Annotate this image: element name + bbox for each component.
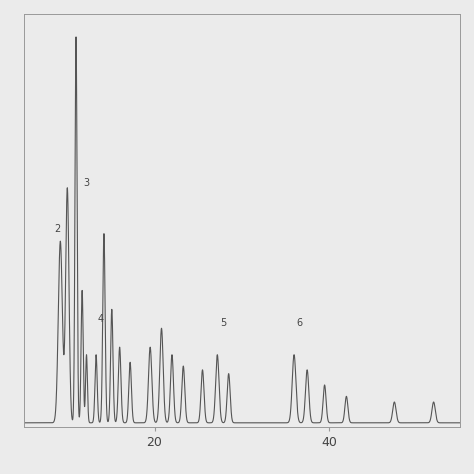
Text: 4: 4	[98, 314, 104, 324]
Text: 5: 5	[220, 318, 226, 328]
Text: 3: 3	[83, 178, 89, 188]
Text: 2: 2	[54, 224, 61, 234]
Text: 6: 6	[297, 318, 303, 328]
